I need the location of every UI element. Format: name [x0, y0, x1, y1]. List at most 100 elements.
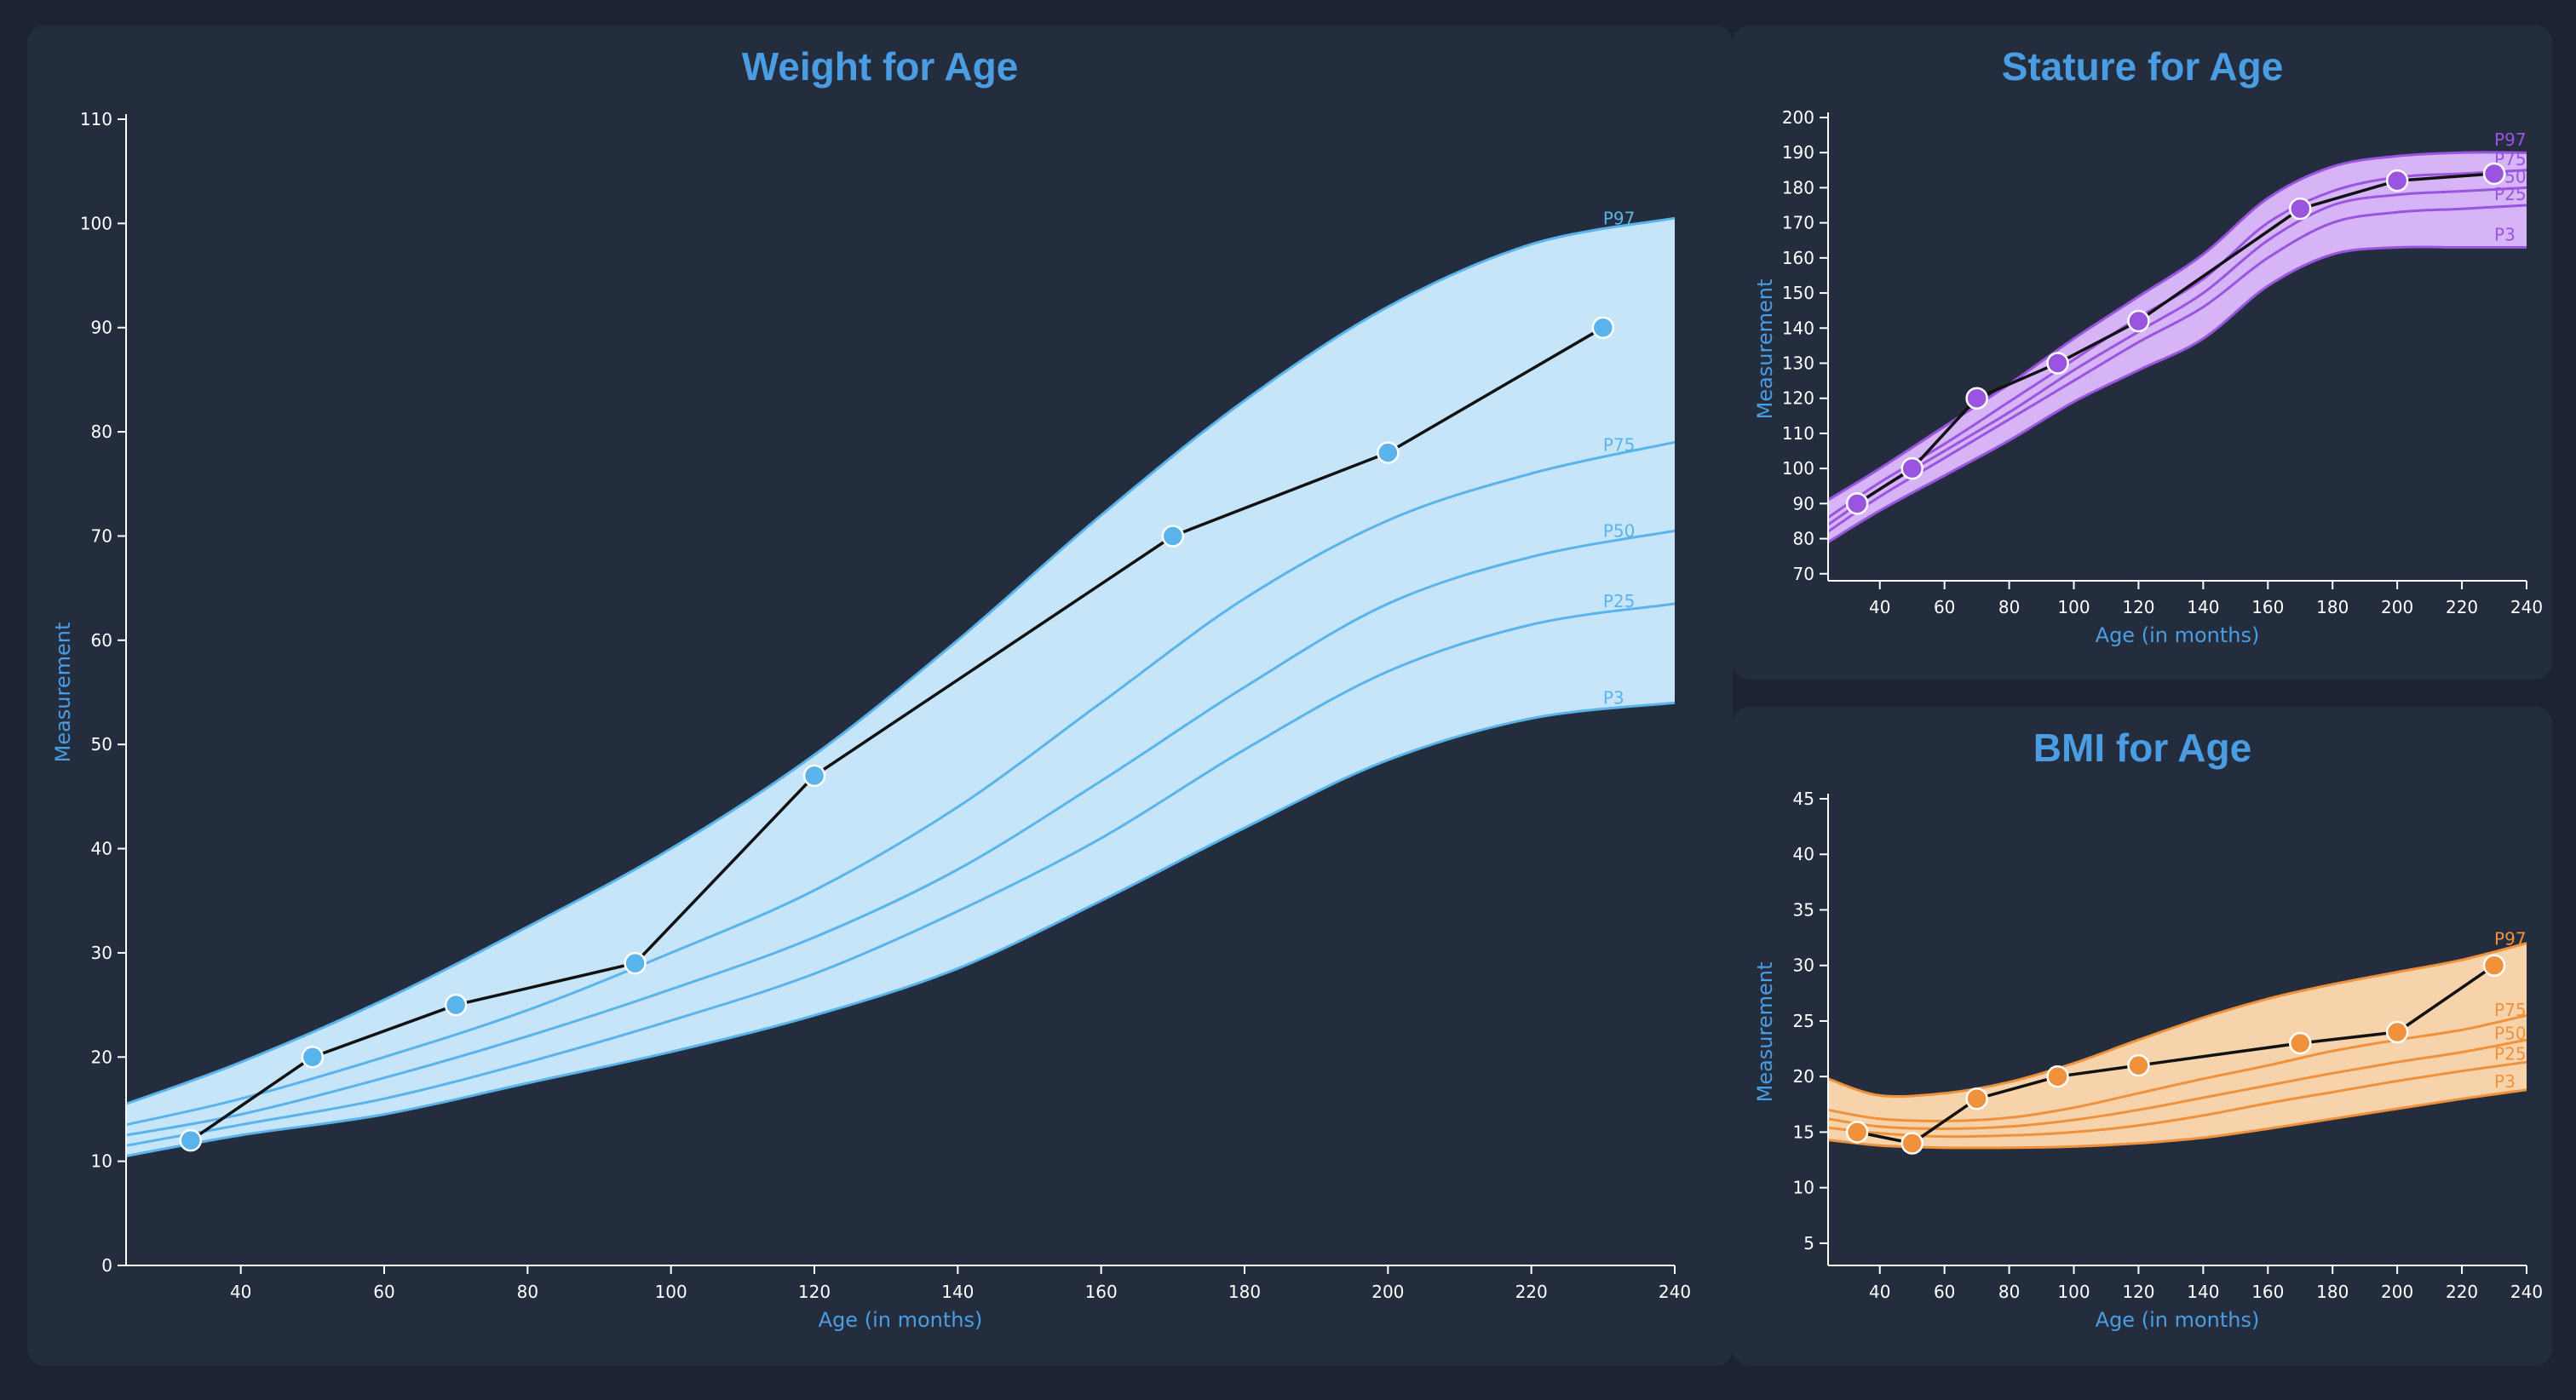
bmi-chart-panel: BMI for Age P97 P75 P50 P25 P3 40 60 80 100 120 140… [1733, 707, 2552, 1366]
y-tick-label: 45 [1793, 789, 1814, 809]
stature-chart-panel-box: Stature for Age P97 P75 P50 P25 P3 40 60 80 100 12… [1733, 26, 2552, 680]
percentile-label-p97: P97 [2494, 928, 2527, 949]
x-tick-label: 80 [1998, 597, 2020, 617]
y-tick-label: 110 [1782, 423, 1814, 444]
percentile-line-p50 [1827, 186, 2527, 526]
x-tick-label: 40 [1869, 597, 1890, 617]
chart-title: Weight for Age [742, 44, 1019, 89]
data-point[interactable] [2385, 1020, 2409, 1044]
data-point[interactable] [2385, 169, 2409, 192]
data-point[interactable] [1965, 1087, 1988, 1110]
data-point[interactable] [624, 951, 647, 975]
data-point[interactable] [444, 993, 468, 1017]
data-point[interactable] [179, 1128, 202, 1152]
y-tick-label: 10 [1793, 1178, 1814, 1198]
x-tick-label: 200 [1371, 1282, 1404, 1302]
y-tick-label: 5 [1803, 1233, 1814, 1254]
x-tick-label: 120 [2122, 1282, 2154, 1302]
y-tick-label: 110 [80, 109, 112, 129]
percentile-label-p75: P75 [1603, 435, 1636, 456]
data-point[interactable] [1900, 1132, 1923, 1155]
percentile-line-p97 [1827, 942, 2527, 1099]
data-point[interactable] [301, 1046, 325, 1069]
percentile-line-p97 [1827, 151, 2527, 502]
y-tick-label: 40 [91, 839, 112, 859]
x-tick-label: 120 [798, 1282, 831, 1302]
data-point[interactable] [2289, 197, 2312, 221]
percentile-label-p3: P3 [2494, 1071, 2516, 1092]
percentile-label-p97: P97 [2494, 129, 2527, 150]
y-tick-label: 100 [1782, 458, 1814, 479]
data-point[interactable] [2482, 954, 2506, 977]
x-tick-label: 60 [1934, 597, 1955, 617]
percentile-line-p3 [125, 701, 1676, 1157]
y-axis-title: Measurement [1753, 962, 1777, 1103]
y-tick-label: 140 [1782, 318, 1814, 338]
patient-line [189, 326, 1604, 1142]
y-tick-label: 20 [1793, 1066, 1814, 1087]
x-tick-label: 180 [2316, 1282, 2349, 1302]
percentile-line-p97 [125, 216, 1676, 1105]
y-tick-label: 170 [1782, 213, 1814, 233]
y-tick-label: 10 [91, 1151, 112, 1172]
percentile-label-p25: P25 [2494, 184, 2527, 204]
data-point[interactable] [2046, 1064, 2069, 1088]
data-point[interactable] [1845, 1121, 1869, 1144]
y-tick-label: 70 [1793, 564, 1814, 584]
x-tick-label: 160 [2251, 1282, 2284, 1302]
y-tick-label: 30 [1793, 955, 1814, 976]
x-tick-label: 240 [2510, 1282, 2543, 1302]
x-tick-label: 240 [2510, 597, 2543, 617]
x-tick-label: 180 [1228, 1282, 1261, 1302]
y-tick-label: 35 [1793, 899, 1814, 920]
percentile-line-p25 [125, 602, 1676, 1147]
percentile-line-p3 [1827, 1088, 2527, 1150]
data-point[interactable] [1900, 456, 1923, 480]
data-point[interactable] [1965, 387, 1988, 410]
percentile-line-p25 [1827, 204, 2527, 533]
chart-title: Stature for Age [2002, 44, 2284, 89]
data-point[interactable] [1377, 441, 1400, 464]
patient-line [1856, 172, 2495, 505]
percentile-label-p50: P50 [1603, 521, 1636, 542]
y-tick-label: 20 [91, 1047, 112, 1067]
data-point[interactable] [2046, 352, 2069, 375]
y-tick-label: 160 [1782, 248, 1814, 268]
x-tick-label: 140 [2187, 597, 2219, 617]
y-tick-label: 150 [1782, 283, 1814, 303]
x-tick-label: 160 [1085, 1282, 1118, 1302]
x-tick-label: 120 [2122, 597, 2154, 617]
y-tick-label: 190 [1782, 142, 1814, 163]
y-tick-label: 60 [91, 630, 112, 651]
x-tick-label: 180 [2316, 597, 2349, 617]
x-tick-label: 200 [2381, 1282, 2413, 1302]
y-tick-label: 80 [1793, 529, 1814, 549]
x-tick-label: 80 [1998, 1282, 2020, 1302]
data-point[interactable] [802, 764, 826, 788]
y-tick-label: 70 [91, 525, 112, 546]
data-point[interactable] [1845, 492, 1869, 515]
x-tick-label: 160 [2251, 597, 2284, 617]
data-point[interactable] [2482, 162, 2506, 186]
percentile-label-p3: P3 [2494, 224, 2516, 244]
percentile-label-p3: P3 [1603, 687, 1624, 708]
data-point[interactable] [2289, 1031, 2312, 1055]
y-tick-label: 0 [101, 1255, 112, 1276]
y-tick-label: 200 [1782, 107, 1814, 128]
y-axis-title: Measurement [51, 623, 75, 763]
data-point[interactable] [1161, 525, 1185, 548]
x-tick-label: 220 [2446, 597, 2478, 617]
x-axis-title: Age (in months) [819, 1308, 983, 1332]
percentile-band [126, 218, 1675, 1156]
data-point[interactable] [2127, 1053, 2150, 1077]
y-tick-label: 130 [1782, 353, 1814, 373]
x-tick-label: 60 [1934, 1282, 1955, 1302]
data-point[interactable] [2127, 309, 2150, 333]
x-tick-label: 100 [2057, 1282, 2090, 1302]
data-point[interactable] [1591, 316, 1615, 339]
x-tick-label: 140 [941, 1282, 974, 1302]
percentile-line-p75 [125, 440, 1676, 1127]
percentile-line-p25 [1827, 1060, 2527, 1139]
